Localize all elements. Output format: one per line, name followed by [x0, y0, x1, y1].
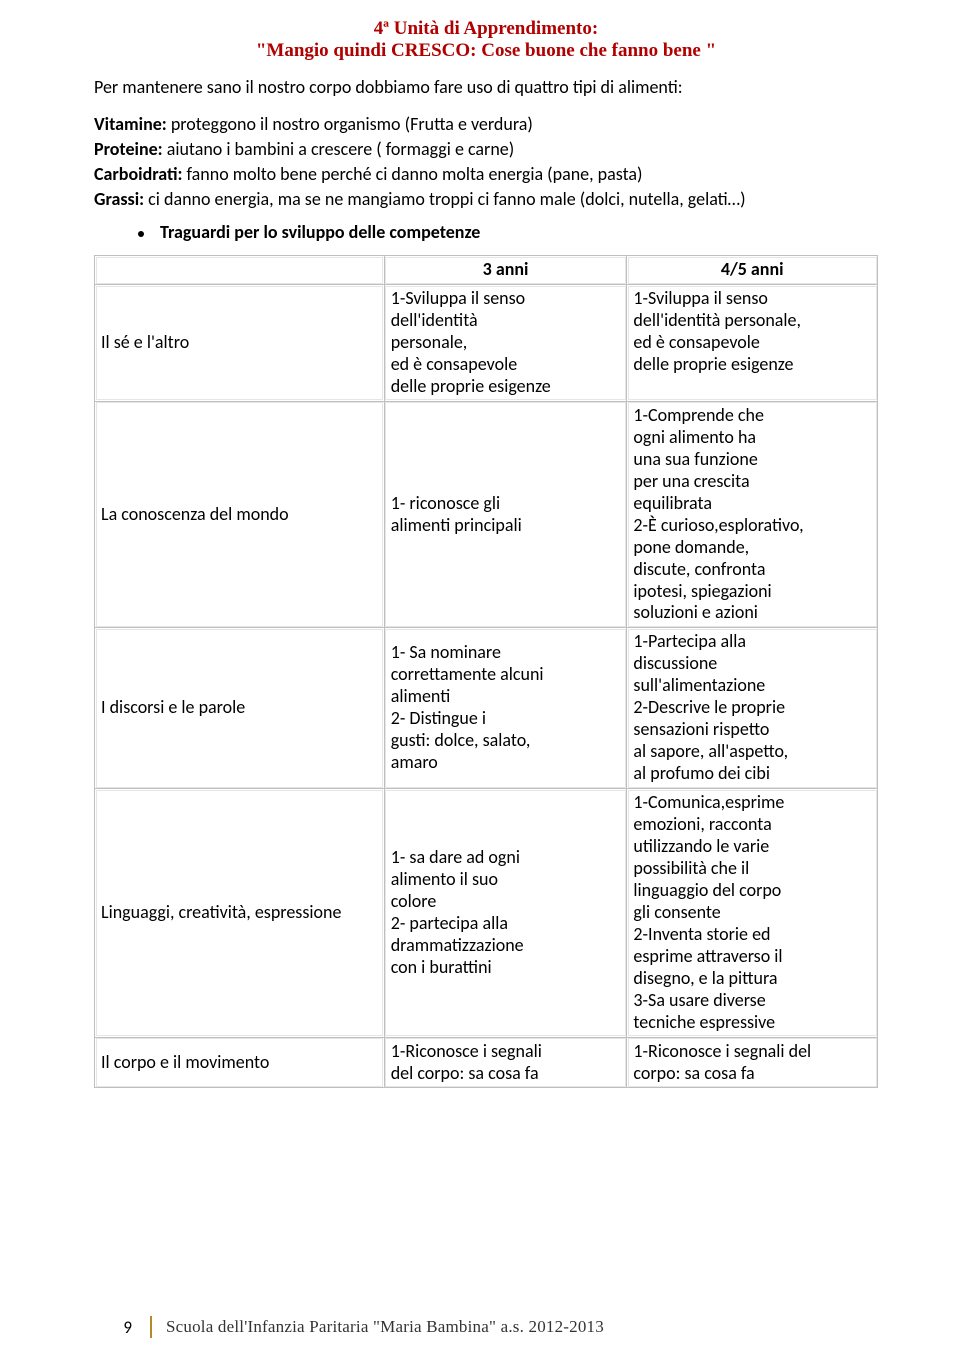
cell-text: 1-Sviluppa il senso dell'identità person… [391, 287, 551, 397]
header-empty [95, 256, 385, 285]
def-text: ci danno energia, ma se ne mangiamo trop… [144, 188, 745, 210]
def-proteine: Proteine: aiutano i bambini a crescere (… [94, 138, 878, 161]
table-header-row: 3 anni 4/5 anni [95, 256, 878, 285]
def-label: Vitamine: [94, 113, 167, 135]
row-label-linguaggi: Linguaggi, creatività, espressione [95, 789, 385, 1037]
def-label: Grassi: [94, 188, 144, 210]
cell-text: 1- Sa nominare correttamente alcuni alim… [391, 641, 544, 773]
cell-45anni: 1-Comprende che ogni alimento ha una sua… [627, 401, 878, 628]
row-label-conoscenza: La conoscenza del mondo [95, 401, 385, 628]
def-carboidrati: Carboidrati: fanno molto bene perché ci … [94, 163, 878, 186]
cell-45anni: 1-Partecipa alla discussione sull'alimen… [627, 628, 878, 789]
table-row: I discorsi e le parole 1- Sa nominare co… [95, 628, 878, 789]
table-row: Il sé e l'altro 1-Sviluppa il senso dell… [95, 285, 878, 402]
cell-text: 1-Riconosce i segnali del corpo: sa cosa… [633, 1040, 811, 1084]
cell-text: 1- sa dare ad ogni alimento il suo color… [391, 846, 524, 978]
cell-3anni: 1- sa dare ad ogni alimento il suo color… [384, 789, 627, 1037]
cell-text: 1-Sviluppa il senso dell'identità person… [633, 287, 801, 375]
cell-3anni: 1- Sa nominare correttamente alcuni alim… [384, 628, 627, 789]
cell-45anni: 1-Sviluppa il senso dell'identità person… [627, 285, 878, 402]
cell-text: 1-Riconosce i segnali del corpo: sa cosa… [391, 1040, 542, 1084]
def-text: proteggono il nostro organismo (Frutta e… [167, 113, 533, 135]
title-line-2: "Mangio quindi CRESCO: Cose buone che fa… [94, 40, 878, 62]
title-line-1: 4ª Unità di Apprendimento: [94, 18, 878, 40]
cell-text: 1-Partecipa alla discussione sull'alimen… [633, 630, 788, 784]
cell-3anni: 1-Riconosce i segnali del corpo: sa cosa… [384, 1037, 627, 1088]
page-footer: 9 Scuola dell'Infanzia Paritaria "Maria … [0, 1316, 960, 1338]
footer-text: Scuola dell'Infanzia Paritaria "Maria Ba… [166, 1317, 604, 1337]
def-label: Proteine: [94, 138, 163, 160]
page-number: 9 [94, 1317, 150, 1338]
competence-table: 3 anni 4/5 anni Il sé e l'altro 1-Svilup… [94, 255, 878, 1088]
page: 4ª Unità di Apprendimento: "Mangio quind… [0, 0, 960, 1346]
def-grassi: Grassi: ci danno energia, ma se ne mangi… [94, 188, 878, 211]
def-vitamine: Vitamine: proteggono il nostro organismo… [94, 113, 878, 136]
row-label-corpo: Il corpo e il movimento [95, 1037, 385, 1088]
cell-text: 1-Comunica,esprime emozioni, racconta ut… [633, 791, 784, 1033]
table-row: La conoscenza del mondo 1- riconosce gli… [95, 401, 878, 628]
cell-3anni: 1-Sviluppa il senso dell'identità person… [384, 285, 627, 402]
unit-title: 4ª Unità di Apprendimento: "Mangio quind… [94, 18, 878, 62]
header-3anni: 3 anni [384, 256, 627, 285]
row-label-discorsi: I discorsi e le parole [95, 628, 385, 789]
def-label: Carboidrati: [94, 163, 182, 185]
footer-rule-icon [150, 1316, 152, 1338]
def-text: fanno molto bene perché ci danno molta e… [182, 163, 642, 185]
bullet-dot-icon [138, 231, 144, 237]
bullet-item: Traguardi per lo sviluppo delle competen… [138, 221, 878, 243]
bullet-text: Traguardi per lo sviluppo delle competen… [160, 221, 480, 243]
cell-3anni: 1- riconosce gli alimenti principali [384, 401, 627, 628]
intro-paragraph: Per mantenere sano il nostro corpo dobbi… [94, 76, 878, 99]
bullet-list: Traguardi per lo sviluppo delle competen… [94, 221, 878, 243]
row-label-se-altro: Il sé e l'altro [95, 285, 385, 402]
header-45anni: 4/5 anni [627, 256, 878, 285]
cell-text: 1- riconosce gli alimenti principali [391, 492, 522, 536]
table-row: Linguaggi, creatività, espressione 1- sa… [95, 789, 878, 1037]
table-row: Il corpo e il movimento 1-Riconosce i se… [95, 1037, 878, 1088]
cell-text: 1-Comprende che ogni alimento ha una sua… [633, 404, 803, 624]
cell-45anni: 1-Comunica,esprime emozioni, racconta ut… [627, 789, 878, 1037]
cell-45anni: 1-Riconosce i segnali del corpo: sa cosa… [627, 1037, 878, 1088]
def-text: aiutano i bambini a crescere ( formaggi … [163, 138, 515, 160]
definitions-block: Vitamine: proteggono il nostro organismo… [94, 113, 878, 211]
